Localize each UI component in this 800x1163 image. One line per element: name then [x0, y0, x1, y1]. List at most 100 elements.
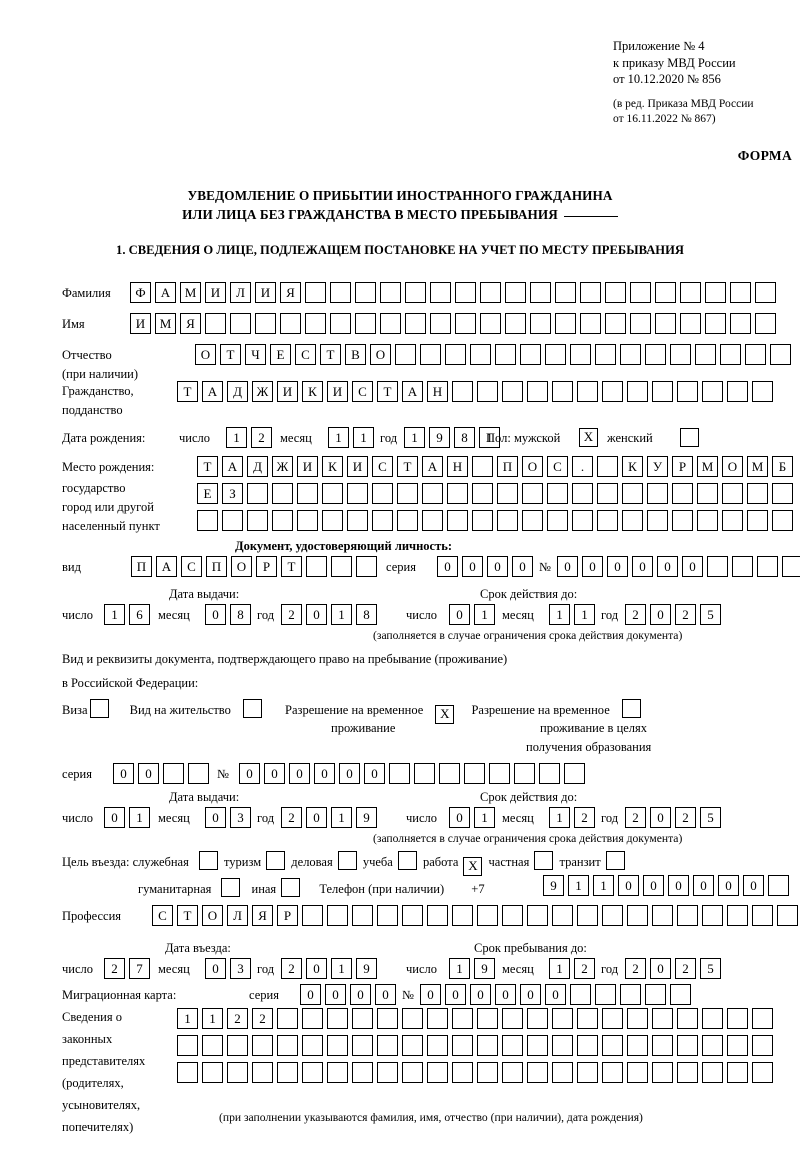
char-cell[interactable]: И: [347, 456, 368, 477]
char-cell[interactable]: Ж: [272, 456, 293, 477]
char-cell[interactable]: А: [402, 381, 423, 402]
char-cell[interactable]: [727, 905, 748, 926]
char-cell[interactable]: 0: [264, 763, 285, 784]
char-cell[interactable]: [645, 984, 666, 1005]
char-cell[interactable]: 0: [300, 984, 321, 1005]
char-cell[interactable]: [602, 1062, 623, 1083]
char-cell[interactable]: [305, 282, 326, 303]
char-cell[interactable]: 0: [462, 556, 483, 577]
char-cell[interactable]: [768, 875, 789, 896]
legal-rep-row-2-cells[interactable]: [177, 1035, 773, 1056]
temp-residence-checkbox[interactable]: X: [435, 705, 455, 724]
char-cell[interactable]: 2: [675, 807, 696, 828]
char-cell[interactable]: [277, 1035, 298, 1056]
char-cell[interactable]: [402, 905, 423, 926]
char-cell[interactable]: [477, 905, 498, 926]
char-cell[interactable]: [602, 1035, 623, 1056]
char-cell[interactable]: [722, 510, 743, 531]
char-cell[interactable]: [397, 510, 418, 531]
char-cell[interactable]: Ч: [245, 344, 266, 365]
char-cell[interactable]: [705, 313, 726, 334]
char-cell[interactable]: [495, 344, 516, 365]
char-cell[interactable]: [452, 1035, 473, 1056]
char-cell[interactable]: Я: [280, 282, 301, 303]
char-cell[interactable]: [647, 483, 668, 504]
char-cell[interactable]: [472, 483, 493, 504]
char-cell[interactable]: [539, 763, 560, 784]
char-cell[interactable]: [707, 556, 728, 577]
char-cell[interactable]: П: [497, 456, 518, 477]
char-cell[interactable]: О: [202, 905, 223, 926]
char-cell[interactable]: [627, 1035, 648, 1056]
char-cell[interactable]: 6: [129, 604, 150, 625]
char-cell[interactable]: [331, 556, 352, 577]
char-cell[interactable]: 0: [718, 875, 739, 896]
char-cell[interactable]: [297, 483, 318, 504]
char-cell[interactable]: [489, 763, 510, 784]
char-cell[interactable]: [727, 1062, 748, 1083]
char-cell[interactable]: [427, 1062, 448, 1083]
char-cell[interactable]: [752, 905, 773, 926]
char-cell[interactable]: Т: [177, 381, 198, 402]
char-cell[interactable]: [630, 313, 651, 334]
char-cell[interactable]: 0: [545, 984, 566, 1005]
char-cell[interactable]: 1: [177, 1008, 198, 1029]
char-cell[interactable]: 2: [574, 958, 595, 979]
char-cell[interactable]: [427, 905, 448, 926]
char-cell[interactable]: [197, 510, 218, 531]
char-cell[interactable]: Р: [672, 456, 693, 477]
char-cell[interactable]: 1: [568, 875, 589, 896]
char-cell[interactable]: Ж: [252, 381, 273, 402]
char-cell[interactable]: 1: [104, 604, 125, 625]
char-cell[interactable]: [502, 381, 523, 402]
char-cell[interactable]: 1: [479, 427, 500, 448]
char-cell[interactable]: С: [295, 344, 316, 365]
char-cell[interactable]: [597, 510, 618, 531]
char-cell[interactable]: [627, 1062, 648, 1083]
char-cell[interactable]: 0: [205, 604, 226, 625]
char-cell[interactable]: [605, 313, 626, 334]
char-cell[interactable]: 9: [429, 427, 450, 448]
char-cell[interactable]: [752, 1008, 773, 1029]
char-cell[interactable]: Я: [252, 905, 273, 926]
char-cell[interactable]: [672, 483, 693, 504]
char-cell[interactable]: И: [277, 381, 298, 402]
char-cell[interactable]: [652, 381, 673, 402]
char-cell[interactable]: [477, 1035, 498, 1056]
char-cell[interactable]: 0: [289, 763, 310, 784]
char-cell[interactable]: Ф: [130, 282, 151, 303]
char-cell[interactable]: [380, 282, 401, 303]
sex-male-checkbox[interactable]: X: [579, 428, 598, 447]
char-cell[interactable]: [356, 556, 377, 577]
char-cell[interactable]: М: [747, 456, 768, 477]
char-cell[interactable]: [227, 1062, 248, 1083]
purpose-private-checkbox[interactable]: [534, 851, 554, 870]
char-cell[interactable]: [527, 1008, 548, 1029]
char-cell[interactable]: [352, 905, 373, 926]
char-cell[interactable]: [782, 556, 800, 577]
char-cell[interactable]: [377, 1035, 398, 1056]
char-cell[interactable]: [477, 381, 498, 402]
char-cell[interactable]: [670, 344, 691, 365]
char-cell[interactable]: [547, 483, 568, 504]
char-cell[interactable]: [680, 282, 701, 303]
char-cell[interactable]: [439, 763, 460, 784]
char-cell[interactable]: [620, 984, 641, 1005]
char-cell[interactable]: [430, 282, 451, 303]
char-cell[interactable]: [527, 1035, 548, 1056]
char-cell[interactable]: 0: [668, 875, 689, 896]
char-cell[interactable]: [677, 381, 698, 402]
char-cell[interactable]: Т: [397, 456, 418, 477]
char-cell[interactable]: 0: [239, 763, 260, 784]
